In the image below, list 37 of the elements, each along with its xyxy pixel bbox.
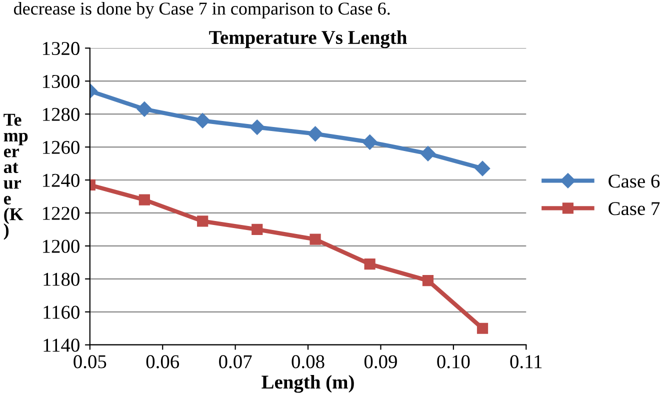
point <box>308 126 323 142</box>
y-tick-label: 1160 <box>44 306 80 319</box>
point <box>310 234 321 245</box>
chart-title: Temperature Vs Length <box>209 30 407 48</box>
x-tick-label: 0.07 <box>219 355 252 368</box>
y-tick-label: 1260 <box>43 140 80 154</box>
y-tick-label: 1300 <box>43 74 80 88</box>
text: decrease is done by Case 7 in comparison to Case 6. <box>14 2 390 18</box>
point <box>252 224 263 236</box>
y-tick-label: 1280 <box>43 108 80 121</box>
legend-label: Case 7 <box>608 202 660 216</box>
point <box>197 216 208 227</box>
x-tick-label: 0.10 <box>437 355 470 368</box>
x-axis-title: Length (m) <box>262 374 354 393</box>
y-tick-label: 1180 <box>44 272 80 286</box>
point <box>250 120 265 135</box>
legend-label: Case 6 <box>608 174 660 188</box>
x-tick-label: 0.11 <box>510 355 542 368</box>
point <box>364 258 376 270</box>
point <box>138 194 150 206</box>
point <box>362 134 378 150</box>
y-tick-label: 1320 <box>43 42 80 56</box>
point <box>476 322 488 334</box>
x-tick-label: 0.05 <box>74 355 106 368</box>
y-tick-label: 1200 <box>43 240 80 253</box>
y-tick-label: 1240 <box>43 174 80 187</box>
x-tick-label: 0.09 <box>364 355 397 368</box>
y-tick-label: 1220 <box>43 206 80 220</box>
y-axis-title: Temperature (K) <box>4 114 28 240</box>
point <box>474 160 490 176</box>
x-tick-label: 0.06 <box>146 355 180 368</box>
point <box>136 102 152 117</box>
point <box>195 113 210 128</box>
y-tick-label: 1140 <box>44 338 80 352</box>
x-tick-label: 0.08 <box>292 355 324 368</box>
point <box>420 146 436 162</box>
point <box>422 275 434 286</box>
